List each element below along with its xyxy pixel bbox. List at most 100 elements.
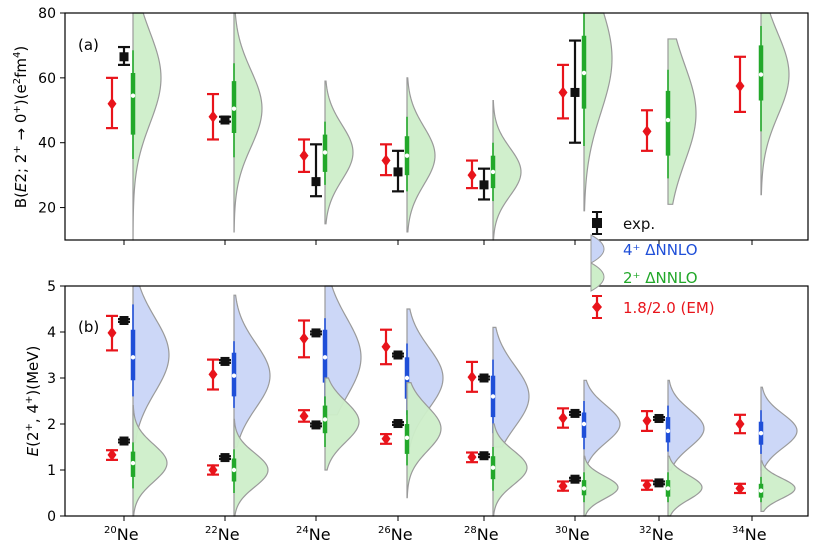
b-violin-4plus-2-median (322, 355, 328, 360)
b-exp4-2-marker (311, 328, 321, 338)
b-violin-4plus-7-shape (760, 386, 798, 471)
legend-1-violin (590, 234, 605, 264)
b-exp2-6-marker (654, 478, 664, 488)
panel-b-ytick-label: 3 (47, 371, 56, 387)
a-violin-2plus-5-shape (583, 12, 613, 212)
a-exp-4-marker (479, 180, 489, 190)
b-exp2-1-marker (220, 453, 230, 463)
b-em2-7-marker (735, 482, 745, 495)
x-tick-labels: 20Ne 22Ne 24Ne 26Ne 28Ne 30Ne 32Ne 34Ne (104, 525, 767, 544)
a-violin-2plus-0-shape (132, 12, 162, 241)
a-em-5-marker (558, 86, 568, 99)
b-violin-4plus-7-median (758, 431, 764, 436)
a-violin-2plus-4-median (490, 169, 496, 175)
b-exp2-2-marker (311, 420, 321, 430)
legend-3-label: 1.8/2.0 (EM) (623, 299, 715, 317)
panel-a-frame (64, 12, 809, 241)
b-exp2-0-marker (119, 436, 129, 446)
b-exp4-4-marker (479, 373, 489, 383)
panel-b: 0 1 2 3 4 5 (b) E(2+, 4+)(MeV) (24, 279, 809, 525)
b-violin-4plus-4-shape (492, 326, 530, 448)
legend-0-label: exp. (623, 215, 655, 233)
b-em2-4-marker (467, 451, 477, 464)
panel-a-ylabel: B(E2; 2+ → 0+)(e2fm4) (12, 46, 30, 208)
x-tick-label-30Ne: 30Ne (555, 525, 590, 544)
a-em-4-marker (467, 169, 477, 182)
b-violin-2plus-3-shape (406, 382, 442, 499)
b-violin-4plus-0-shape (132, 285, 170, 443)
b-violin-2plus-1-median (231, 467, 237, 473)
b-exp2-5-marker (570, 474, 580, 484)
b-violin-2plus-7-median (758, 488, 764, 493)
b-violin-2plus-5-shape (583, 455, 619, 517)
b-violin-2plus-2-shape (324, 377, 360, 471)
b-em4-5-marker (558, 412, 568, 425)
a-exp-0-marker (119, 52, 129, 62)
b-em2-5-marker (558, 480, 568, 493)
b-em4-6-marker (642, 414, 652, 427)
a-violin-2plus-7-median (758, 72, 764, 77)
a-exp-1-marker (220, 115, 230, 125)
legend-2-violin (590, 262, 605, 292)
b-exp2-4-marker (479, 451, 489, 461)
x-tick-label-34Ne: 34Ne (732, 525, 767, 544)
a-em-7-marker (735, 79, 745, 92)
b-violin-2plus-4-shape (492, 423, 528, 517)
b-em4-7-marker (735, 418, 745, 430)
panel-a-ytick-label: 80 (38, 6, 56, 22)
b-em2-6-marker (642, 479, 652, 492)
panel-b-ytick-label: 2 (47, 417, 56, 433)
panel-a-ytick-label: 60 (38, 71, 56, 87)
a-em-2-marker (299, 149, 309, 162)
x-tick-label-20Ne: 20Ne (104, 525, 139, 544)
a-violin-2plus-6-median (665, 117, 671, 123)
legend-2-label: 2⁺ ΔNNLO (623, 269, 698, 287)
x-tick-label-26Ne: 26Ne (378, 525, 413, 544)
b-violin-4plus-3-median (404, 375, 410, 381)
b-violin-2plus-7-shape (760, 460, 796, 512)
a-violin-2plus-3-median (404, 153, 410, 158)
b-violin-2plus-6-shape (667, 455, 703, 517)
b-exp4-6-marker (654, 413, 664, 423)
b-violin-4plus-1-median (231, 373, 237, 378)
a-violin-2plus-3-shape (406, 77, 436, 233)
legend-0-marker (592, 218, 602, 228)
b-violin-2plus-0-median (130, 460, 136, 466)
a-violin-2plus-6-shape (667, 38, 697, 205)
b-violin-2plus-5-median (581, 486, 587, 491)
b-exp2-3-marker (393, 419, 403, 429)
a-violin-2plus-7-shape (760, 12, 790, 196)
b-violin-2plus-1-shape (233, 418, 269, 517)
b-violin-4plus-6-median (665, 428, 671, 434)
a-em-3-marker (381, 154, 391, 167)
panel-b-ytick-label: 1 (47, 463, 56, 479)
a-em-0-marker (107, 97, 117, 110)
a-violin-2plus-1-shape (233, 12, 263, 233)
legend-1-label: 4⁺ ΔNNLO (623, 241, 698, 259)
panel-b-label: (b) (78, 318, 99, 336)
legend-3-marker (592, 301, 602, 313)
panel-a-ytick-label: 40 (38, 136, 56, 152)
b-em4-4-marker (467, 371, 477, 384)
a-violin-2plus-1-median (231, 106, 237, 111)
b-em2-0-marker (107, 448, 117, 461)
x-tick-label-22Ne: 22Ne (205, 525, 240, 544)
b-em2-1-marker (208, 464, 218, 476)
b-exp4-5-marker (570, 408, 580, 418)
b-exp4-0-marker (119, 316, 129, 325)
panel-b-ylabel: E(2+, 4+)(MeV) (24, 346, 42, 457)
x-tick-label-28Ne: 28Ne (464, 525, 499, 544)
b-em4-3-marker (381, 340, 391, 353)
b-violin-2plus-0-shape (132, 405, 168, 517)
panel-a: 20 40 60 80 (a) B(E2; 2+ → 0+)(e2fm4) (12, 6, 809, 245)
b-violin-4plus-6-shape (667, 379, 705, 471)
b-violin-2plus-6-median (665, 486, 671, 491)
b-violin-4plus-0-median (130, 355, 136, 360)
b-violin-4plus-5-median (581, 421, 587, 427)
b-violin-4plus-1-shape (233, 294, 271, 448)
panel-b-ytick-label: 4 (47, 325, 56, 341)
b-exp4-1-marker (220, 356, 230, 366)
a-exp-5-marker (570, 87, 580, 97)
legend: exp. 4⁺ ΔNNLO 2⁺ ΔNNLO 1.8/2.0 (EM) (590, 211, 715, 319)
